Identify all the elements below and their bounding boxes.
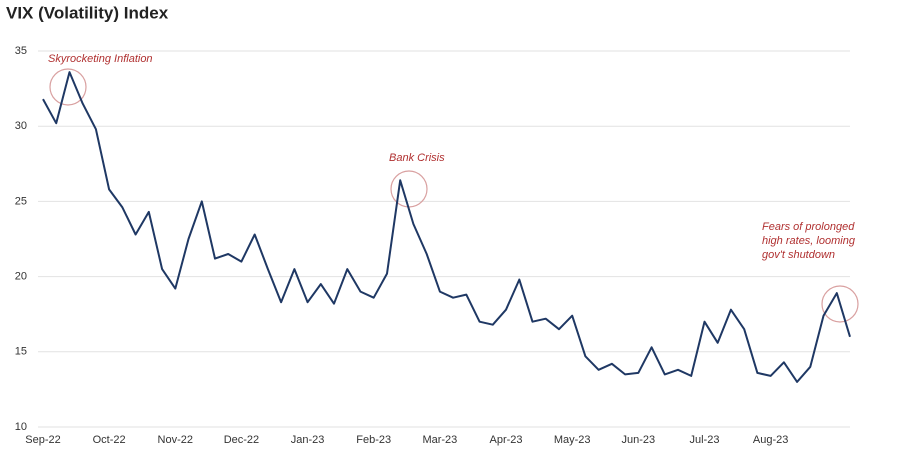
- x-tick-label: Feb-23: [356, 434, 391, 446]
- y-tick-label: 10: [15, 421, 27, 433]
- annotation-circle: [821, 285, 859, 323]
- x-tick-label: Aug-23: [753, 434, 788, 446]
- x-tick-label: Jan-23: [291, 434, 325, 446]
- x-tick-label: Sep-22: [25, 434, 60, 446]
- x-tick-label: Mar-23: [422, 434, 457, 446]
- x-tick-label: Dec-22: [224, 434, 259, 446]
- chart-title: VIX (Volatility) Index: [6, 3, 169, 22]
- annotation: Skyrocketing Inflation: [48, 53, 153, 65]
- y-tick-label: 25: [15, 195, 27, 207]
- y-tick-label: 20: [15, 271, 27, 283]
- line: [42, 71, 851, 383]
- annotation: gov't shutdown: [762, 249, 835, 261]
- y-tick-label: 35: [15, 45, 27, 57]
- y-tick-label: 30: [15, 120, 27, 132]
- x-tick-label: Nov-22: [158, 434, 193, 446]
- y-tick-label: 15: [15, 346, 27, 358]
- x-tick-label: May-23: [554, 434, 591, 446]
- annotation: high rates, looming: [762, 235, 856, 247]
- x-tick-label: Jun-23: [622, 434, 656, 446]
- x-tick-label: Apr-23: [490, 434, 523, 446]
- x-tick-label: Oct-22: [93, 434, 126, 446]
- x-tick-label: Jul-23: [689, 434, 719, 446]
- annotation: Bank Crisis: [389, 152, 445, 164]
- annotation-circle: [49, 68, 87, 106]
- annotation: Fears of prolonged: [762, 221, 855, 233]
